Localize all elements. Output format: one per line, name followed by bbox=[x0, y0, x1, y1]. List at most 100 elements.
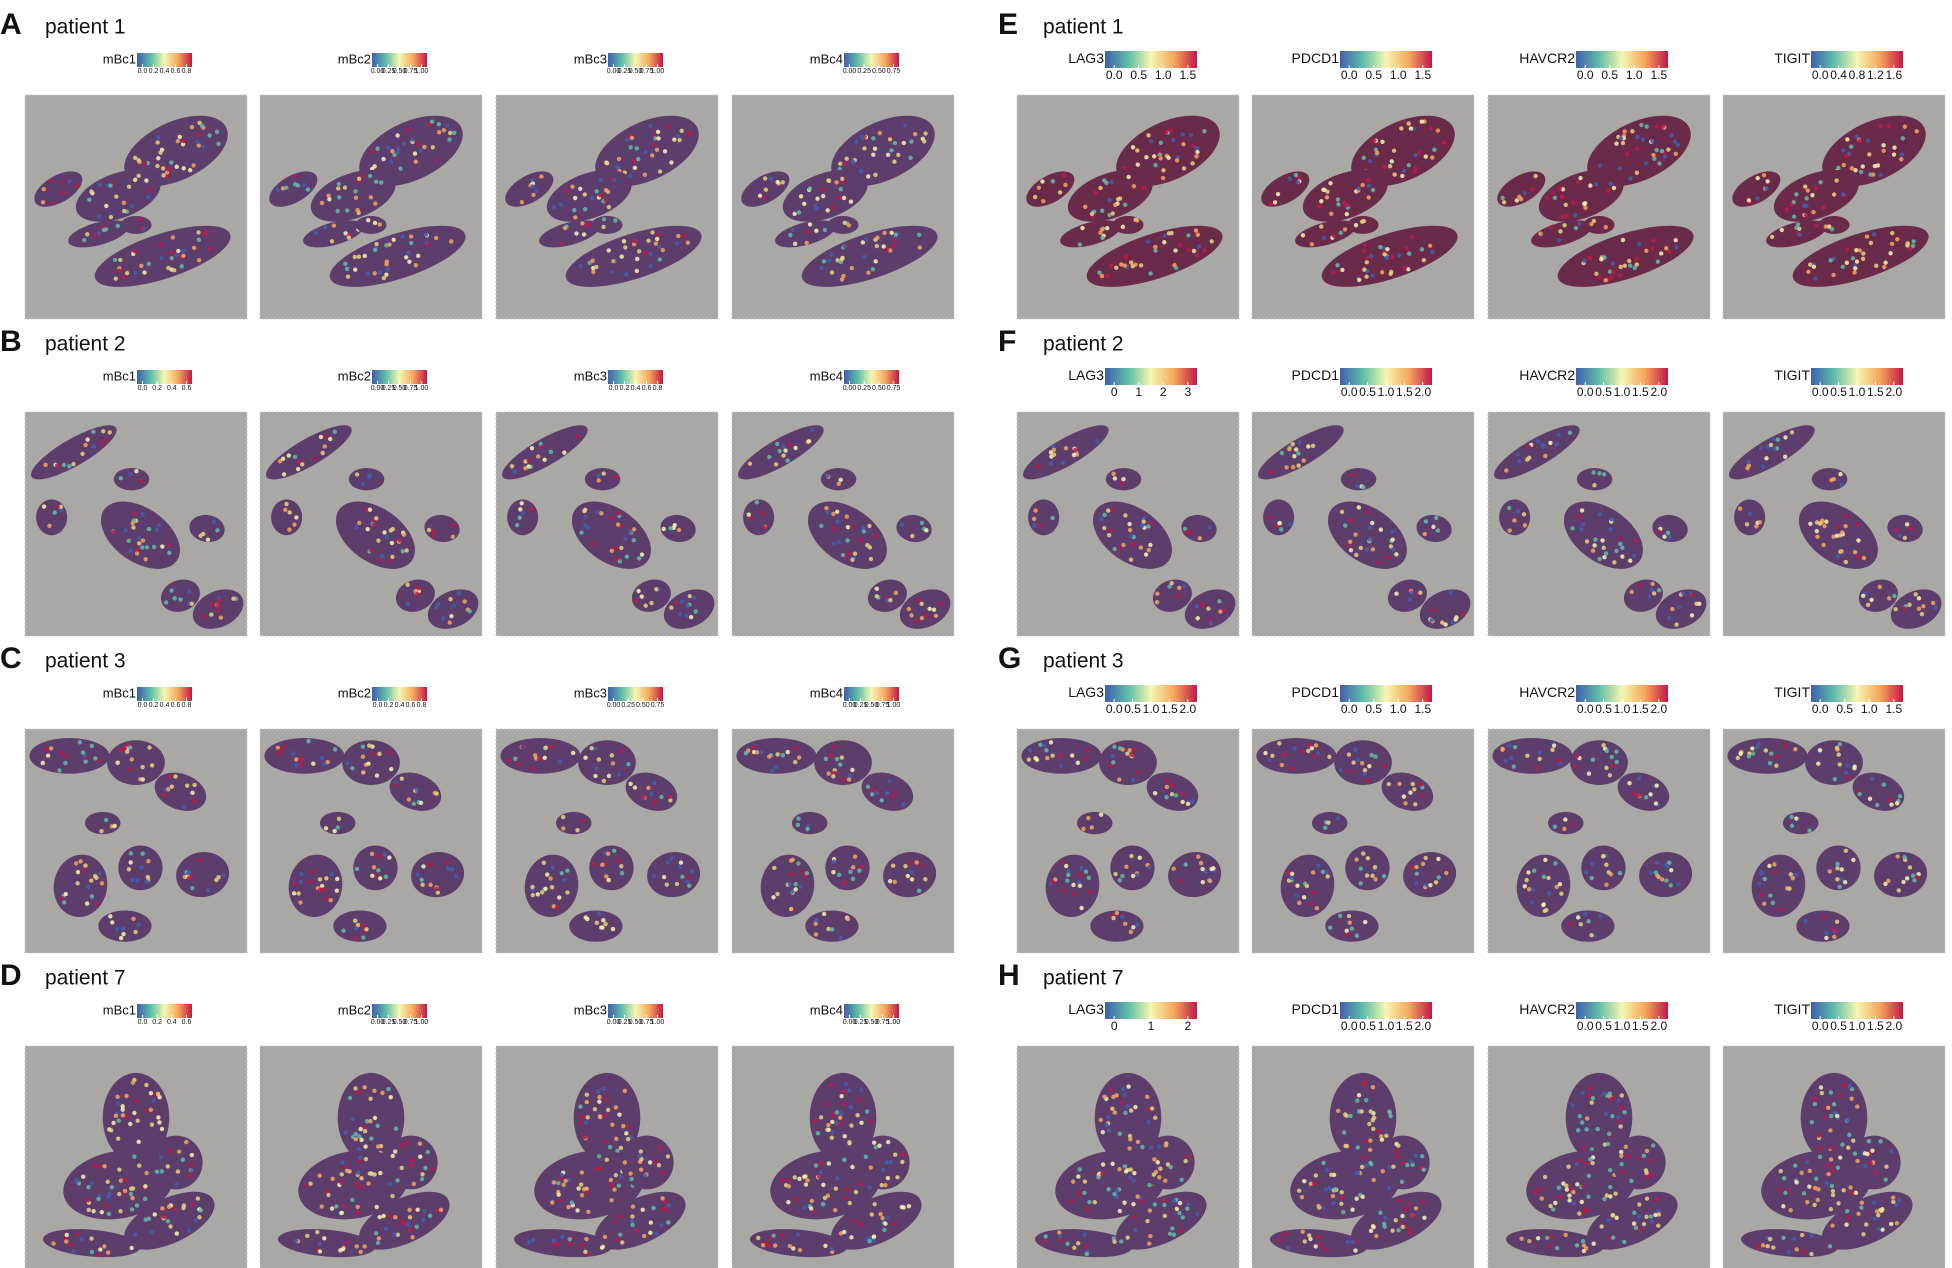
spot bbox=[611, 258, 616, 264]
spot bbox=[82, 237, 87, 243]
spot bbox=[823, 1243, 828, 1249]
spot bbox=[1828, 1113, 1834, 1119]
spot bbox=[1834, 929, 1839, 934]
tissue-section bbox=[176, 852, 230, 898]
spot bbox=[1110, 753, 1115, 759]
spot bbox=[322, 1236, 327, 1241]
spot bbox=[762, 525, 767, 530]
spot bbox=[362, 1085, 367, 1090]
spot bbox=[593, 773, 598, 779]
spot bbox=[619, 254, 624, 259]
spot bbox=[583, 514, 588, 520]
spot bbox=[415, 872, 421, 878]
spot bbox=[633, 598, 638, 604]
spot bbox=[1597, 471, 1602, 476]
spot bbox=[529, 446, 535, 451]
spot bbox=[582, 206, 588, 212]
spot bbox=[846, 1088, 852, 1093]
spot bbox=[58, 504, 64, 510]
spot bbox=[762, 176, 768, 181]
spot bbox=[762, 195, 767, 200]
spot bbox=[172, 596, 177, 601]
spot bbox=[584, 1092, 589, 1097]
colorbar-tick-label: 0.6 bbox=[171, 68, 181, 75]
spot bbox=[609, 753, 615, 758]
spot bbox=[192, 798, 197, 804]
spot bbox=[61, 179, 66, 184]
spot bbox=[789, 889, 795, 894]
spot bbox=[1394, 1149, 1399, 1154]
spot bbox=[151, 1098, 156, 1103]
spot bbox=[85, 232, 90, 237]
spot bbox=[86, 1185, 91, 1190]
spot bbox=[344, 1240, 349, 1246]
spot bbox=[323, 434, 328, 439]
spot bbox=[353, 267, 358, 272]
spot bbox=[1042, 743, 1047, 748]
spot bbox=[1122, 921, 1128, 927]
spot bbox=[823, 756, 829, 762]
spot bbox=[875, 235, 880, 240]
spot bbox=[871, 152, 876, 157]
spot bbox=[1140, 1144, 1145, 1150]
spot bbox=[89, 1249, 95, 1255]
spot bbox=[543, 745, 549, 750]
spot bbox=[520, 744, 525, 749]
spot bbox=[1361, 484, 1366, 490]
spot bbox=[788, 906, 794, 912]
spot bbox=[298, 757, 303, 763]
tissue-section bbox=[1583, 215, 1615, 234]
spot bbox=[1603, 1111, 1609, 1117]
gene-label: TIGIT bbox=[1774, 684, 1810, 700]
spot bbox=[429, 1166, 434, 1172]
spot bbox=[589, 745, 594, 751]
spot bbox=[839, 256, 845, 262]
spot bbox=[575, 434, 581, 439]
spot bbox=[1326, 820, 1331, 825]
spot bbox=[1835, 861, 1840, 867]
spot bbox=[388, 1094, 393, 1100]
tissue-section bbox=[573, 1072, 641, 1163]
spot bbox=[1556, 758, 1562, 763]
spot bbox=[434, 791, 439, 796]
tissue-section bbox=[329, 225, 466, 287]
spot bbox=[790, 871, 795, 877]
spot bbox=[868, 1165, 873, 1170]
spot bbox=[160, 544, 165, 549]
spot bbox=[579, 1242, 584, 1247]
spot bbox=[638, 1149, 644, 1154]
spot bbox=[517, 515, 522, 520]
spot bbox=[1344, 1113, 1349, 1119]
spot bbox=[323, 1188, 329, 1194]
spot bbox=[916, 888, 922, 894]
spot bbox=[654, 1231, 659, 1236]
spot bbox=[411, 801, 417, 807]
spot bbox=[565, 868, 570, 873]
spot bbox=[832, 1207, 838, 1213]
spot bbox=[1834, 919, 1840, 924]
spot bbox=[829, 1129, 835, 1135]
tissue-image bbox=[24, 94, 248, 320]
spot bbox=[374, 516, 379, 521]
spot bbox=[350, 766, 355, 771]
tissue-section bbox=[825, 845, 870, 891]
spot bbox=[582, 192, 587, 197]
spot bbox=[594, 189, 599, 194]
spot bbox=[1119, 481, 1124, 486]
gene-label: mBc1 bbox=[103, 51, 136, 66]
spot bbox=[570, 750, 576, 756]
spot bbox=[609, 1197, 614, 1203]
spot bbox=[306, 739, 311, 744]
spot bbox=[598, 177, 604, 182]
spot bbox=[1119, 1100, 1124, 1106]
colorbar-tick-label: 0.0 bbox=[1577, 385, 1594, 399]
spot bbox=[321, 761, 327, 767]
spot bbox=[561, 826, 566, 831]
colorbar-tick-label: 0.8 bbox=[417, 702, 427, 709]
spot bbox=[154, 527, 160, 532]
spot bbox=[781, 444, 786, 450]
spot bbox=[1153, 248, 1158, 253]
tissue-image bbox=[1016, 94, 1240, 320]
spot bbox=[880, 1167, 886, 1173]
colorbar-tick-label: 0.0 bbox=[138, 385, 148, 392]
